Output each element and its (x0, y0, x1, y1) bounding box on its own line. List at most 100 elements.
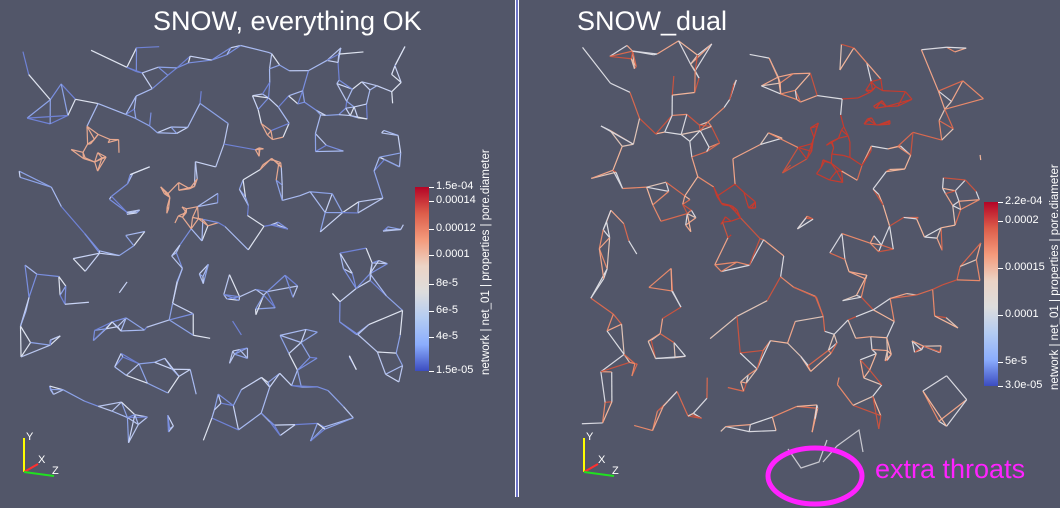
network-throat (834, 334, 837, 343)
network-throat (240, 289, 256, 296)
network-throat (168, 183, 179, 194)
network-throat (229, 275, 239, 297)
pore-network-render-right[interactable] (519, 0, 1060, 497)
network-throat (957, 266, 960, 279)
network-throat (933, 285, 943, 290)
network-throat (943, 178, 944, 189)
network-throat (258, 98, 268, 110)
network-throat (866, 82, 871, 91)
network-throat (898, 132, 913, 146)
network-throat (828, 350, 831, 353)
network-throat (601, 126, 633, 144)
network-throat (310, 192, 332, 194)
network-throat (887, 321, 894, 337)
colorbar-tick-mark (429, 371, 434, 372)
network-throat (54, 390, 64, 395)
colorbar-tick-label: 1.5e-04 (436, 180, 473, 192)
network-throat (653, 191, 669, 205)
network-throat (741, 382, 744, 391)
network-throat (911, 132, 913, 155)
network-throat (677, 391, 688, 416)
network-throat (681, 135, 690, 142)
network-throat (193, 207, 198, 218)
colorbar-title-left: network | net_01 | properties | pore.dia… (480, 149, 492, 375)
network-throat (947, 47, 967, 48)
network-throat (377, 352, 385, 374)
network-throat (280, 425, 295, 436)
x-axis-line (584, 464, 598, 472)
network-throat (354, 104, 366, 107)
axis-label-x: X (598, 454, 606, 466)
network-throat (340, 322, 358, 335)
network-throat (111, 196, 126, 212)
network-throat (793, 73, 810, 74)
network-throat (647, 182, 666, 187)
network-throat (870, 236, 874, 243)
network-throat (85, 234, 100, 254)
network-throat (374, 160, 384, 171)
network-throat (241, 377, 261, 389)
network-throat (690, 141, 692, 157)
colorbar-tick-mark (429, 255, 434, 256)
network-throat (366, 248, 372, 263)
network-throat (829, 180, 842, 182)
network-throat (137, 47, 160, 48)
network-throat (943, 280, 957, 285)
network-throat (280, 329, 306, 335)
network-throat (610, 56, 631, 58)
colorbar-left[interactable] (415, 187, 429, 371)
network-throat (339, 52, 364, 54)
network-throat (672, 92, 694, 95)
network-throat (281, 167, 282, 185)
network-throat (195, 162, 215, 167)
network-throat (369, 310, 403, 324)
network-throat (303, 91, 305, 102)
network-throat (273, 137, 284, 139)
network-throat (172, 256, 183, 268)
colorbar-tick-label: 4e-5 (436, 330, 458, 342)
network-throat (861, 297, 873, 310)
network-throat (943, 178, 965, 180)
network-throat (691, 64, 696, 71)
network-throat (781, 277, 794, 287)
axis-label-z: Z (612, 465, 619, 477)
network-throat (841, 44, 853, 48)
network-throat (139, 362, 155, 364)
network-throat (308, 60, 326, 70)
network-throat (326, 145, 343, 151)
network-throat (325, 418, 354, 429)
network-throat (172, 245, 180, 256)
network-throat (940, 346, 941, 352)
network-throat (730, 85, 734, 100)
network-throat (340, 289, 356, 302)
network-throat (358, 202, 359, 213)
network-throat (857, 295, 862, 297)
view-divider-accent (516, 0, 518, 497)
network-throat (850, 157, 862, 165)
network-throat (280, 373, 292, 385)
network-throat (127, 48, 137, 67)
network-throat (29, 75, 51, 100)
network-throat (957, 280, 980, 281)
colorbar-right[interactable] (984, 202, 998, 386)
network-throat (315, 115, 320, 134)
network-throat (121, 330, 144, 331)
network-throat (770, 341, 787, 343)
network-throat (127, 418, 128, 443)
network-throat (200, 103, 228, 123)
network-throat (947, 376, 967, 400)
network-throat (126, 364, 139, 375)
extra-throats-highlight-ellipse (764, 444, 866, 508)
network-throat (917, 289, 933, 295)
colorbar-tick-label: 5e-5 (1005, 355, 1027, 367)
network-throat (374, 171, 383, 198)
network-throat (798, 144, 812, 148)
network-throat (856, 310, 873, 317)
network-throat (953, 206, 955, 226)
network-throat (315, 134, 326, 146)
network-throat (649, 268, 671, 287)
network-throat (881, 79, 883, 91)
network-throat (177, 268, 182, 282)
